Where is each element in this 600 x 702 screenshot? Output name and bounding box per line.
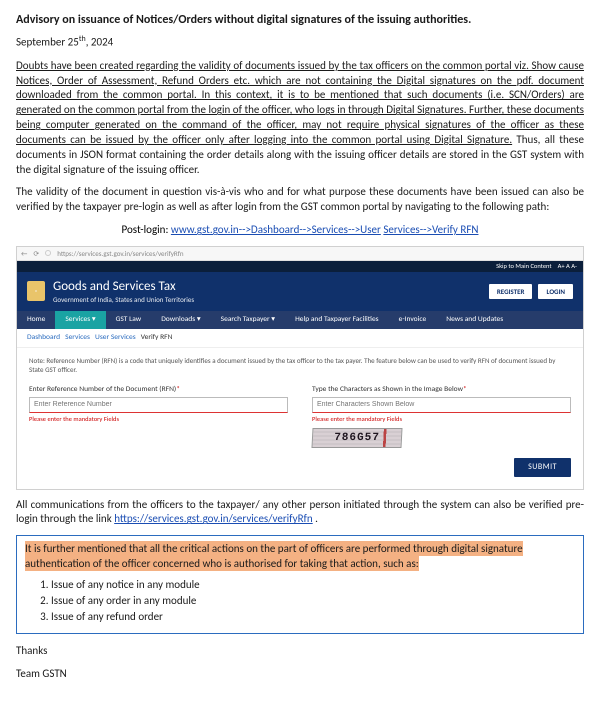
nav-home[interactable]: Home: [17, 311, 55, 329]
nav-news[interactable]: News and Updates: [436, 311, 513, 329]
post-login-tail: Services-->Verify RFN: [383, 223, 478, 236]
font-size-controls[interactable]: A+ A A-: [558, 262, 577, 271]
portal-subtitle: Government of India, States and Union Te…: [53, 295, 194, 304]
gst-portal-screenshot: ← ⟳ https://services.gst.gov.in/services…: [16, 246, 584, 490]
captcha-field-label-text: Type the Characters as Shown in the Imag…: [312, 385, 463, 394]
crumb-dashboard[interactable]: Dashboard: [27, 333, 60, 342]
captcha-image: 786G57: [311, 428, 402, 448]
nav-help[interactable]: Help and Taxpayer Facilities: [285, 311, 389, 329]
advisory-para-1: Doubts have been created regarding the v…: [16, 59, 584, 178]
rfn-field-label-text: Enter Reference Number of the Document (…: [29, 385, 176, 394]
rfn-error: Please enter the mandatory Fields: [29, 415, 288, 424]
post-login-label: Post-login:: [122, 223, 171, 236]
date-suffix: , 2024: [86, 36, 114, 49]
list-item: Issue of any order in any module: [51, 594, 575, 609]
captcha-input[interactable]: [312, 397, 571, 413]
nav-services[interactable]: Services ▾: [55, 311, 105, 329]
crumb-services[interactable]: Services: [65, 333, 90, 342]
browser-reload-icon: ⟳: [33, 249, 39, 258]
breadcrumb: Dashboard Services User Services Verify …: [17, 329, 583, 348]
submit-button[interactable]: SUBMIT: [514, 458, 571, 477]
captcha-field-label: Type the Characters as Shown in the Imag…: [312, 385, 571, 395]
list-item: Issue of any refund order: [51, 610, 575, 625]
advisory-date: September 25th, 2024: [16, 34, 584, 51]
highlighted-box: It is further mentioned that all the cri…: [16, 535, 584, 634]
portal-title-block: Goods and Services Tax Government of Ind…: [53, 278, 194, 305]
rfn-input[interactable]: [29, 397, 288, 413]
hl-text-a: It is further mentioned that: [25, 542, 150, 555]
nav-search-taxpayer[interactable]: Search Taxpayer ▾: [211, 311, 285, 329]
required-marker: *: [463, 385, 467, 394]
highlight-span: It is further mentioned that all the cri…: [25, 541, 523, 571]
signature-line: Team GSTN: [16, 667, 584, 682]
nav-gst-law[interactable]: GST Law: [106, 311, 152, 329]
captcha-error: Please enter the mandatory Fields: [312, 415, 571, 424]
portal-body: Note: Reference Number (RFN) is a code t…: [17, 348, 583, 489]
post-login-path: Post-login: www.gst.gov.in-->Dashboard--…: [16, 223, 584, 238]
crumb-user-services[interactable]: User Services: [95, 333, 136, 342]
advisory-para-1-underlined: Doubts have been created regarding the v…: [16, 59, 584, 146]
nav-einvoice[interactable]: e-Invoice: [389, 311, 437, 329]
browser-url: https://services.gst.gov.in/services/ver…: [57, 249, 183, 258]
skip-link[interactable]: Skip to Main Content: [496, 262, 552, 271]
crumb-verify-rfn: Verify RFN: [141, 333, 173, 342]
accessibility-bar: Skip to Main Content A+ A A-: [17, 261, 583, 272]
portal-nav: Home Services ▾ GST Law Downloads ▾ Sear…: [17, 311, 583, 329]
browser-secure-icon: [45, 250, 51, 256]
list-item: Issue of any notice in any module: [51, 578, 575, 593]
browser-back-icon: ←: [21, 249, 27, 258]
nav-downloads[interactable]: Downloads ▾: [151, 311, 210, 329]
verify-rfn-link[interactable]: https://services.gst.gov.in/services/ver…: [114, 512, 313, 525]
rfn-note: Note: Reference Number (RFN) is a code t…: [29, 356, 571, 375]
login-button[interactable]: LOGIN: [538, 284, 573, 299]
advisory-title: Advisory on issuance of Notices/Orders w…: [16, 12, 584, 28]
below-shot-text-b: .: [313, 512, 318, 525]
india-emblem-icon: [27, 281, 45, 301]
browser-chrome-bar: ← ⟳ https://services.gst.gov.in/services…: [17, 247, 583, 261]
below-shot-para: All communications from the officers to …: [16, 498, 584, 528]
register-button[interactable]: REGISTER: [489, 284, 533, 299]
action-list: Issue of any notice in any module Issue …: [25, 578, 575, 625]
advisory-para-2: The validity of the document in question…: [16, 185, 584, 215]
portal-title: Goods and Services Tax: [53, 278, 194, 296]
thanks-line: Thanks: [16, 644, 584, 659]
date-prefix: September 25: [16, 36, 79, 49]
post-login-link[interactable]: www.gst.gov.in-->Dashboard-->Services-->…: [171, 223, 381, 236]
required-marker: *: [176, 385, 180, 394]
date-ordinal: th: [79, 34, 86, 44]
portal-header: Goods and Services Tax Government of Ind…: [17, 272, 583, 311]
rfn-field-label: Enter Reference Number of the Document (…: [29, 385, 288, 395]
